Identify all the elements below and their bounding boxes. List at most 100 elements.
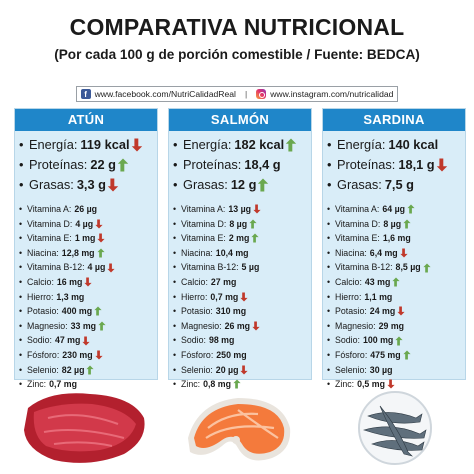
bullet: •: [173, 320, 177, 331]
arrow-down-icon: [240, 365, 249, 375]
arrow-down-icon: [131, 138, 142, 152]
nutrient-row: • Hierro: 0,7 mg: [173, 290, 311, 305]
bullet: •: [327, 379, 331, 390]
column-header: ATÚN: [15, 109, 157, 131]
arrow-up-icon: [98, 321, 106, 331]
bullet: •: [173, 379, 177, 390]
nutrient-value: 16 mg: [56, 276, 83, 287]
nutrient-value: 119 kcal: [80, 137, 130, 152]
nutrient-label: Vitamina A:: [181, 204, 226, 214]
nutrient-label: Hierro:: [335, 291, 362, 302]
bullet: •: [173, 177, 178, 192]
nutrient-row: • Niacina: 12,8 mg: [19, 246, 157, 261]
nutrient-value: 29 mg: [378, 320, 405, 331]
nutrient-label: Hierro:: [181, 291, 208, 302]
nutrient-row: • Sodio: 100 mg: [327, 333, 465, 348]
nutrient-value: 43 mg: [364, 276, 391, 287]
arrow-down-icon: [82, 336, 90, 346]
arrow-down-icon: [400, 248, 408, 258]
social-links-bar: f www.facebook.com/NutriCalidadReal | ww…: [76, 86, 398, 102]
nutrient-label: Grasas:: [29, 177, 74, 192]
main-nutrient-row: • Energía: 119 kcal: [19, 135, 157, 155]
nutrient-value: 33 mg: [70, 320, 97, 331]
nutrient-row: • Hierro: 1,1 mg: [327, 290, 465, 305]
bullet: •: [19, 306, 23, 317]
arrow-up-icon: [286, 138, 297, 152]
bullet: •: [19, 137, 24, 152]
bullet: •: [19, 379, 23, 390]
nutrient-row: • Hierro: 1,3 mg: [19, 290, 157, 305]
nutrient-label: Calcio:: [335, 276, 362, 287]
nutrient-value: 12,8 mg: [61, 247, 95, 258]
nutrient-value: 20 µg: [215, 364, 239, 375]
nutrient-label: Calcio:: [181, 276, 208, 287]
nutrient-value: 8 µg: [229, 218, 248, 229]
arrow-down-icon: [107, 178, 119, 192]
nutrient-value: 310 mg: [215, 306, 247, 317]
nutrient-label: Vitamina B-12:: [181, 262, 239, 273]
nutrient-value: 47 mg: [54, 335, 81, 346]
bullet: •: [173, 291, 177, 302]
bullet: •: [327, 276, 331, 287]
nutrient-label: Vitamina E:: [27, 233, 72, 244]
nutrient-value: 18,1 g: [398, 157, 435, 172]
nutrient-label: Zinc:: [335, 379, 355, 390]
arrow-down-icon: [107, 263, 115, 273]
nutrient-label: Vitamina A:: [335, 204, 380, 214]
nutrient-row: • Calcio: 43 mg: [327, 275, 465, 290]
nutrient-row: • Vitamina A: 64 µg: [327, 202, 465, 217]
nutrient-label: Niacina:: [335, 247, 367, 258]
nutrient-value: 230 mg: [62, 349, 93, 360]
nutrient-label: Fósforo:: [27, 349, 60, 360]
arrow-up-icon: [251, 233, 259, 243]
bullet: •: [327, 233, 331, 244]
nutrient-value: 2 mg: [228, 233, 250, 244]
nutrient-row: • Vitamina E: 2 mg: [173, 231, 311, 246]
column-header: SARDINA: [323, 109, 465, 131]
bullet: •: [173, 137, 178, 152]
nutrient-label: Magnesio:: [181, 320, 222, 331]
nutrient-label: Selenio:: [181, 364, 213, 375]
nutrient-value: 64 µg: [382, 204, 406, 214]
nutrient-row: • Magnesio: 33 mg: [19, 319, 157, 334]
social-separator: |: [244, 89, 248, 99]
bullet: •: [19, 204, 23, 214]
bullet: •: [173, 335, 177, 346]
bullet: •: [327, 247, 331, 258]
nutrient-row: • Zinc: 0,7 mg: [19, 377, 157, 392]
nutrient-value: 4 µg: [87, 262, 106, 273]
nutrient-label: Fósforo:: [335, 349, 368, 360]
nutrient-row: • Sodio: 98 mg: [173, 333, 311, 348]
arrow-up-icon: [249, 219, 257, 229]
arrow-down-icon: [253, 204, 261, 214]
nutrient-value: 475 mg: [370, 349, 401, 360]
bullet: •: [327, 204, 331, 214]
nutrient-label: Vitamina B-12:: [335, 262, 393, 273]
nutrient-value: 13 µg: [228, 204, 252, 214]
bullet: •: [19, 291, 23, 302]
arrow-up-icon: [423, 263, 431, 273]
nutrient-label: Magnesio:: [335, 320, 376, 331]
facebook-link[interactable]: www.facebook.com/NutriCalidadReal: [94, 89, 236, 99]
nutrient-label: Energía:: [183, 137, 232, 152]
main-nutrient-row: • Energía: 140 kcal: [327, 135, 465, 155]
nutrient-row: • Vitamina A: 26 µg: [19, 202, 157, 217]
arrow-up-icon: [403, 350, 411, 360]
bullet: •: [327, 291, 331, 302]
nutrient-row: • Fósforo: 230 mg: [19, 348, 157, 363]
nutrient-row: • Vitamina D: 8 µg: [327, 217, 465, 232]
nutrient-value: 4 µg: [75, 218, 94, 229]
bullet: •: [173, 364, 177, 375]
nutrient-row: • Calcio: 27 mg: [173, 275, 311, 290]
tuna-steak-image: [24, 393, 145, 463]
nutrient-row: • Vitamina E: 1 mg: [19, 231, 157, 246]
nutrient-value: 10,4 mg: [215, 247, 249, 258]
nutrient-label: Potasio:: [335, 306, 367, 317]
main-nutrient-row: • Proteínas: 18,4 g: [173, 155, 311, 175]
nutrient-label: Proteínas:: [183, 157, 242, 172]
bullet: •: [19, 177, 24, 192]
nutrient-value: 30 µg: [369, 364, 393, 375]
instagram-link[interactable]: www.instagram.com/nutricalidad: [270, 89, 394, 99]
nutrient-label: Vitamina D:: [27, 218, 73, 229]
nutrient-label: Proteínas:: [29, 157, 88, 172]
